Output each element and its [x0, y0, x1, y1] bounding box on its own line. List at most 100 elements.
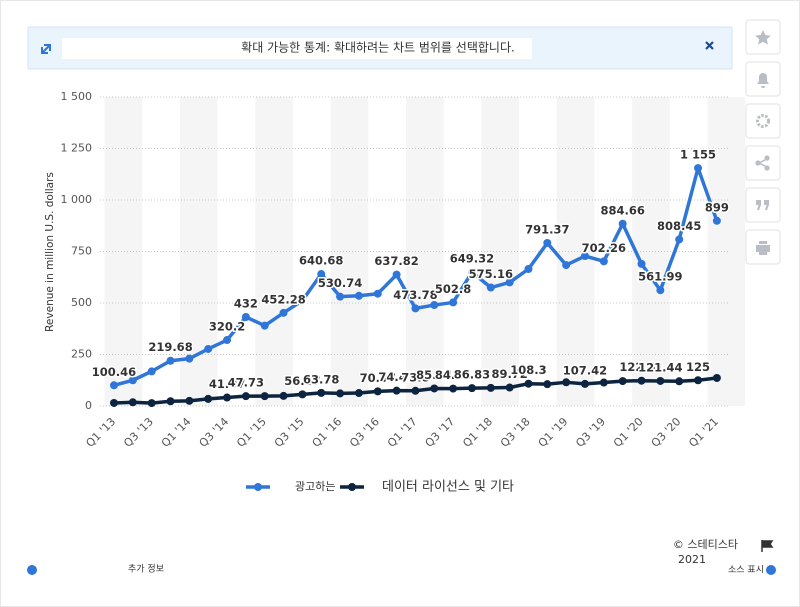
data-label: 122.81 [619, 360, 663, 374]
data-point [599, 257, 608, 266]
legend-label: 광고하는 [295, 479, 335, 493]
data-label: 561.99 [638, 270, 682, 284]
data-point [618, 377, 627, 386]
data-point [712, 216, 721, 225]
data-label: 107.42 [563, 363, 607, 377]
expand-icon[interactable] [41, 44, 51, 54]
y-tick-label: 750 [71, 245, 92, 258]
data-label: 56.37 [284, 374, 320, 388]
data-point [712, 373, 721, 382]
data-label: 640.68 [299, 254, 343, 268]
data-label: 63.78 [303, 372, 339, 386]
data-label: 637.82 [374, 254, 418, 268]
data-point [279, 308, 288, 317]
data-point [467, 384, 476, 393]
data-point [241, 313, 250, 322]
share-button[interactable] [745, 145, 781, 181]
data-label: 219.68 [148, 340, 192, 354]
data-label: 108.3 [510, 363, 546, 377]
info-icon[interactable] [27, 565, 37, 575]
data-point [505, 383, 514, 392]
data-point [524, 379, 533, 388]
column-band [556, 97, 595, 406]
show-source[interactable]: 소스 표시 [728, 565, 764, 576]
data-label: 473.78 [393, 288, 437, 302]
data-point [599, 378, 608, 387]
data-point [392, 270, 401, 279]
sidebar [745, 19, 781, 265]
data-point [336, 292, 345, 301]
data-point [185, 354, 194, 363]
data-point [317, 270, 326, 279]
y-tick-label: 1 250 [61, 142, 93, 155]
data-point [354, 389, 363, 398]
data-point [260, 392, 269, 401]
settings-button[interactable] [745, 103, 781, 139]
quote-icon [756, 200, 769, 210]
copyright-year: 2021 [678, 553, 706, 566]
gear-icon [756, 114, 770, 128]
data-point [694, 376, 703, 385]
more-info[interactable]: 추가 정보 [128, 564, 164, 575]
data-label: 791.37 [525, 222, 569, 236]
banner-text: 확대 가능한 통계: 확대하려는 차트 범위를 선택합니다. [241, 41, 515, 55]
data-label: 70.97 [360, 371, 396, 385]
source-info-icon[interactable] [766, 565, 776, 575]
data-point [128, 376, 137, 385]
data-point [430, 301, 439, 310]
data-label: 100.46 [92, 365, 136, 379]
close-button[interactable] [705, 41, 714, 50]
data-label: 125 [686, 360, 710, 374]
share-dot [764, 165, 770, 171]
data-label: 702.26 [582, 241, 626, 255]
data-point [241, 392, 250, 401]
data-point [147, 399, 156, 408]
data-point [204, 394, 213, 403]
data-label: 575.16 [469, 267, 513, 281]
data-point [223, 393, 232, 402]
data-point [656, 376, 665, 385]
data-label: 89.72 [491, 367, 527, 381]
data-label: 502.8 [435, 282, 471, 296]
data-label: 74.47 [378, 370, 414, 384]
data-point [694, 164, 703, 173]
data-point [562, 378, 571, 387]
data-point [581, 379, 589, 388]
data-point [110, 381, 118, 390]
y-tick-label: 1 000 [61, 193, 93, 206]
data-point [128, 398, 137, 407]
data-point [543, 238, 552, 247]
data-point [279, 391, 288, 400]
bell-icon [757, 73, 769, 88]
data-point [637, 259, 646, 268]
data-point [637, 376, 646, 385]
data-label: 884.66 [600, 203, 644, 217]
y-tick-label: 0 [85, 399, 92, 412]
cite-button[interactable] [745, 187, 781, 223]
data-label: 121.44 [638, 360, 682, 374]
legend-marker [348, 483, 356, 491]
data-point [449, 384, 458, 393]
data-label: 73.8 [401, 370, 429, 384]
column-band [632, 97, 670, 406]
legend-marker [254, 483, 262, 491]
data-label: 808.45 [657, 219, 701, 233]
data-point [373, 289, 382, 298]
data-point [581, 252, 589, 261]
data-point [675, 377, 684, 386]
data-point [223, 336, 232, 345]
data-label: 320.2 [209, 320, 245, 334]
data-point [166, 356, 175, 365]
data-point [562, 261, 571, 270]
flag-icon[interactable] [761, 540, 774, 552]
data-point [411, 386, 420, 395]
y-tick-label: 250 [71, 348, 92, 361]
data-point [204, 344, 213, 353]
data-label: 432 [234, 297, 258, 311]
copyright: © 스테티스타 [673, 538, 738, 551]
star-icon [755, 30, 771, 45]
y-axis-label: Revenue in million U.S. dollars [44, 172, 56, 332]
data-label: 86.83 [454, 368, 490, 382]
y-tick-label: 500 [71, 296, 92, 309]
data-point [467, 268, 476, 277]
